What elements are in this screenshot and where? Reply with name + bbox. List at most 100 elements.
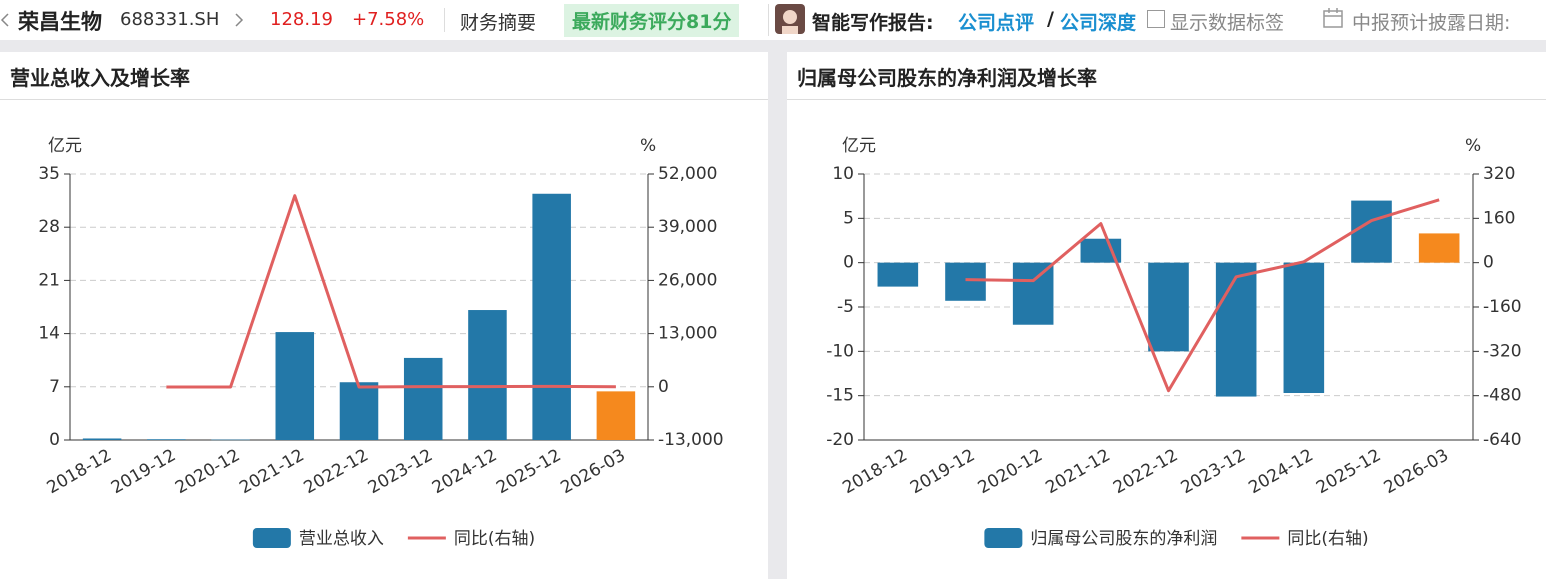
x-tick-label: 2024-12 <box>1245 445 1317 498</box>
x-tick-label: 2023-12 <box>1178 445 1250 498</box>
bar <box>532 193 571 440</box>
bar <box>275 332 315 440</box>
legend-label: 归属母公司股东的净利润 <box>1030 529 1217 549</box>
y2-tick-label: 0 <box>1483 253 1494 273</box>
separator: / <box>1047 8 1054 30</box>
axis-unit: % <box>1465 136 1481 156</box>
legend-label: 同比(右轴) <box>454 529 535 549</box>
y2-tick-label: 26,000 <box>658 270 717 290</box>
line <box>166 194 616 389</box>
legend: 营业总收入 同比(右轴) <box>252 528 535 549</box>
x-tick-label: 2020-12 <box>975 445 1047 498</box>
checkbox[interactable] <box>1147 10 1165 28</box>
bar <box>339 382 379 440</box>
y2-tick-label: -480 <box>1483 386 1522 406</box>
legend-swatch <box>252 528 291 548</box>
report-link[interactable]: 公司点评 <box>958 12 1035 34</box>
bar <box>403 357 443 440</box>
x-tick-group: 2025-12 <box>493 445 565 498</box>
forward-arrow[interactable] <box>234 12 244 28</box>
x-tick-group: 2021-12 <box>236 445 308 498</box>
x-tick-group: 2023-12 <box>365 445 437 498</box>
bar <box>1215 262 1257 397</box>
y-tick-label: 0 <box>843 253 854 273</box>
price-change: +7.58% <box>352 9 425 30</box>
divider <box>768 4 769 36</box>
panel-title: 归属母公司股东的净利润及增长率 <box>797 66 1097 90</box>
y-tick-label: -15 <box>826 386 854 406</box>
x-tick-label: 2023-12 <box>365 445 437 498</box>
y-tick-label: 10 <box>832 164 854 184</box>
bar <box>1351 200 1392 263</box>
legend-item[interactable]: 营业总收入 <box>252 528 384 549</box>
y-tick-label: 21 <box>38 270 60 290</box>
x-tick-label: 2026-03 <box>1381 445 1453 498</box>
x-tick-label: 2019-12 <box>907 445 979 498</box>
avatar <box>775 4 805 34</box>
bar <box>1148 262 1189 352</box>
report-link[interactable]: 公司深度 <box>1060 12 1137 34</box>
title-divider <box>787 99 1546 100</box>
y2-tick-label: 39,000 <box>658 217 717 237</box>
x-tick-label: 2025-12 <box>493 445 565 498</box>
bar <box>877 262 919 287</box>
x-tick-label: 2022-12 <box>1110 445 1182 498</box>
bar <box>1283 262 1325 394</box>
y2-tick-label: -13,000 <box>658 430 724 450</box>
price: 128.19 <box>270 9 333 30</box>
y2-tick-label: 320 <box>1483 164 1515 184</box>
bar <box>468 310 507 440</box>
x-tick-label: 2019-12 <box>108 445 180 498</box>
x-tick-group: 2019-12 <box>907 445 979 498</box>
x-tick-group: 2025-12 <box>1313 445 1385 498</box>
axis-unit: 亿元 <box>842 136 876 156</box>
axis-unit: 亿元 <box>48 136 82 156</box>
x-tick-label: 2021-12 <box>236 445 308 498</box>
y2-tick-label: 13,000 <box>658 324 717 344</box>
x-tick-label: 2018-12 <box>44 445 116 498</box>
y-tick-label: -10 <box>826 341 854 361</box>
x-tick-group: 2019-12 <box>108 445 180 498</box>
bar <box>1418 233 1460 263</box>
bar <box>147 439 186 440</box>
legend-item[interactable]: 同比(右轴) <box>1241 529 1369 549</box>
x-tick-label: 2022-12 <box>300 445 372 498</box>
x-tick-label: 2026-03 <box>557 445 629 498</box>
y2-tick-label: 52,000 <box>658 164 717 184</box>
tab-label[interactable]: 财务摘要 <box>460 12 537 34</box>
score-badge[interactable]: 最新财务评分81分 <box>564 4 740 37</box>
x-tick-group: 2018-12 <box>839 445 911 498</box>
x-tick-label: 2024-12 <box>429 445 501 498</box>
bar <box>211 439 250 441</box>
x-tick-group: 2018-12 <box>44 445 116 498</box>
header: 荣昌生物 688331.SH 128.19 +7.58% 财务摘要 最新财务评分… <box>0 0 1546 40</box>
x-tick-group: 2022-12 <box>300 445 372 498</box>
y-tick-label: -20 <box>826 430 854 450</box>
chart: 亿元 % 0 7 14 21 28 35 -13,000 0 13,000 26,000 39,000 5… <box>38 136 724 549</box>
checkbox-label[interactable]: 显示数据标签 <box>1170 12 1285 34</box>
stock-code: 688331.SH <box>120 9 220 30</box>
y2-tick-label: 160 <box>1483 208 1515 228</box>
x-tick-group: 2026-03 <box>1381 445 1453 498</box>
legend-label: 营业总收入 <box>299 529 384 549</box>
bar <box>82 438 122 440</box>
y2-tick-label: 0 <box>658 377 669 397</box>
back-arrow[interactable] <box>0 12 10 28</box>
chart-panel: 归属母公司股东的净利润及增长率 亿元% -20 -15 -10 -5 0 5 10 -640 -4… <box>787 52 1546 579</box>
y-tick-label: 0 <box>49 430 60 450</box>
x-tick-label: 2025-12 <box>1313 445 1385 498</box>
y-tick-label: -5 <box>837 297 854 317</box>
x-tick-group: 2026-03 <box>557 445 629 498</box>
x-tick-label: 2020-12 <box>172 445 244 498</box>
x-tick-label: 2018-12 <box>839 445 911 498</box>
legend-item[interactable]: 归属母公司股东的净利润 <box>984 528 1217 549</box>
legend-item[interactable]: 同比(右轴) <box>407 529 535 549</box>
divider <box>444 8 445 32</box>
x-tick-group: 2020-12 <box>172 445 244 498</box>
calendar-icon <box>1323 8 1343 28</box>
company-name: 荣昌生物 <box>18 10 102 34</box>
y-tick-label: 35 <box>38 164 60 184</box>
y-tick-label: 28 <box>38 217 60 237</box>
x-tick-group: 2021-12 <box>1042 445 1114 498</box>
